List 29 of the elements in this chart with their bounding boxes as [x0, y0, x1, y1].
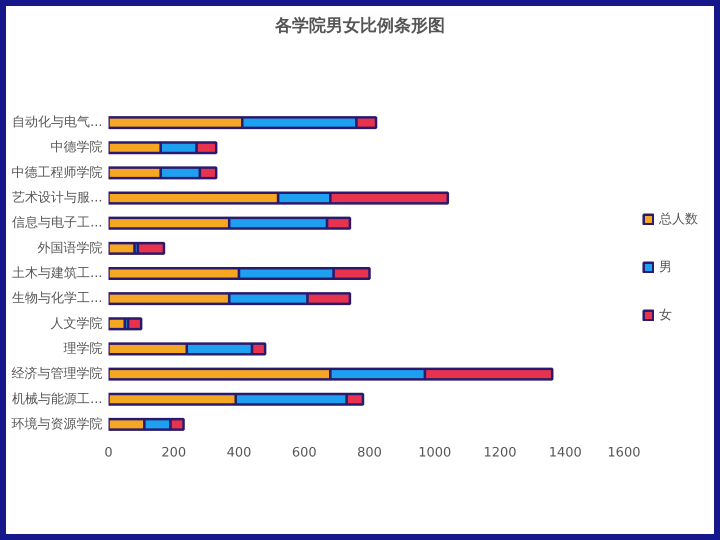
- legend-label: 女: [659, 307, 673, 324]
- y-tick-label: 经济与管理学院: [12, 366, 102, 382]
- bar: [126, 317, 142, 330]
- x-tick-label: 1000: [418, 446, 452, 460]
- bar: [136, 242, 166, 255]
- x-tick-label: 0: [104, 446, 113, 460]
- x-tick-label: 400: [226, 446, 252, 460]
- y-tick-label: 信息与电子工...: [12, 216, 103, 231]
- y-tick-label: 中德工程师学院: [12, 165, 102, 180]
- y-tick-label: 艺术设计与服...: [12, 190, 103, 206]
- y-tick-label: 环境与资源学院: [12, 416, 102, 432]
- x-tick-label: 200: [161, 446, 186, 460]
- y-tick-label: 中德学院: [50, 140, 102, 156]
- chart-title: 各学院男女比例条形图: [275, 16, 445, 36]
- y-tick-label: 生物与化学工...: [12, 291, 103, 306]
- y-tick-label: 土木与建筑工...: [12, 266, 103, 281]
- x-tick-label: 1600: [607, 446, 641, 460]
- y-tick-label: 人文学院: [50, 316, 102, 332]
- x-tick-label: 1200: [483, 446, 517, 460]
- legend-label: 总人数: [659, 211, 698, 228]
- legend-label: 男: [659, 259, 673, 276]
- y-tick-label: 机械与能源工...: [12, 392, 103, 407]
- x-tick-label: 600: [292, 446, 317, 460]
- y-tick-label: 自动化与电气...: [12, 115, 103, 130]
- y-tick-label: 外国语学院: [38, 240, 102, 256]
- x-tick-label: 800: [357, 446, 382, 460]
- x-tick-label: 1400: [548, 446, 582, 460]
- bar: [108, 242, 136, 255]
- y-tick-label: 理学院: [64, 341, 102, 356]
